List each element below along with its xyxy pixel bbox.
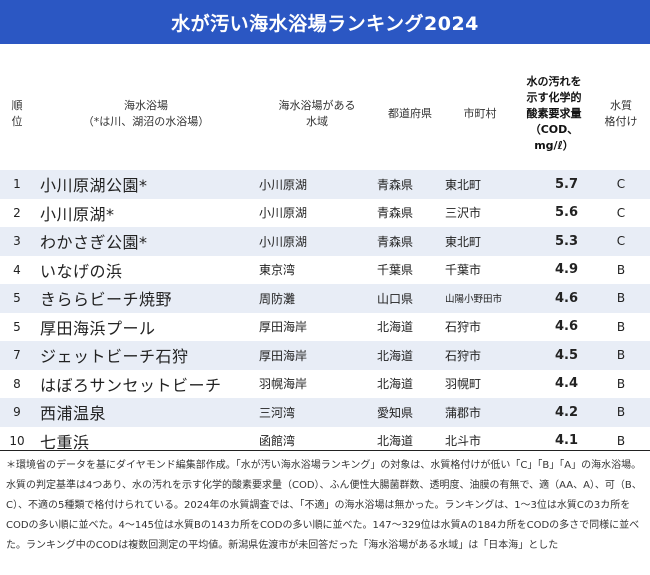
city-cell: 東北町 — [445, 177, 482, 192]
water-area-cell: 厚田海岸 — [259, 320, 308, 335]
prefecture-cell: 北海道 — [377, 377, 414, 392]
grade-cell: C — [616, 205, 626, 220]
table-row: 5 厚田海浜プール 厚田海岸 北海道 石狩市 4.6 B — [0, 312, 650, 341]
header-cod: 水の汚れを 示す化学的 酸素要求量 （COD、 mg/ℓ） — [526, 75, 582, 152]
table-row: 1 小川原湖公園* 小川原湖 青森県 東北町 5.7 C — [0, 170, 650, 199]
prefecture-cell: 青森県 — [377, 206, 414, 221]
city-cell: 蒲郡市 — [445, 405, 482, 420]
city-cell: 千葉市 — [445, 263, 482, 278]
city-cell: 石狩市 — [445, 320, 482, 335]
rank-cell: 5 — [13, 291, 21, 306]
prefecture-cell: 山口県 — [377, 291, 414, 306]
beach-name-cell: 厚田海浜プール — [40, 318, 156, 338]
city-cell: 東北町 — [445, 234, 482, 249]
grade-cell: B — [616, 433, 626, 448]
header-water-area: 海水浴場がある 水域 — [278, 99, 356, 128]
ranking-table: 順 位 海水浴場 （*は川、湖沼の水浴場） 海水浴場がある 水域 都道府県 市町… — [0, 58, 650, 455]
rank-cell: 4 — [13, 262, 21, 277]
city-cell: 北斗市 — [445, 434, 482, 449]
grade-cell: B — [616, 319, 626, 334]
grade-cell: B — [616, 376, 626, 391]
rank-cell: 9 — [13, 405, 21, 420]
city-cell: 山陽小野田市 — [445, 294, 503, 306]
header-rank: 順 位 — [11, 99, 23, 128]
header-grade: 水質 格付け — [604, 99, 638, 128]
header-prefecture: 都道府県 — [388, 107, 432, 120]
header-beach-name: 海水浴場 （*は川、湖沼の水浴場） — [82, 99, 210, 128]
water-area-cell: 小川原湖 — [259, 234, 308, 249]
rank-cell: 5 — [13, 319, 21, 334]
water-area-cell: 小川原湖 — [259, 177, 308, 192]
rank-cell: 8 — [13, 376, 21, 391]
water-area-cell: 厚田海岸 — [259, 348, 308, 363]
prefecture-cell: 千葉県 — [377, 263, 414, 278]
cod-cell: 4.1 — [554, 433, 578, 449]
beach-name-cell: わかさぎ公園* — [40, 233, 148, 253]
table-bottom-rule — [0, 450, 650, 451]
grade-cell: C — [616, 234, 626, 249]
cod-cell: 4.9 — [554, 262, 578, 278]
cod-cell: 4.6 — [554, 319, 578, 335]
beach-name-cell: ジェットビーチ石狩 — [40, 347, 189, 367]
rank-cell: 10 — [9, 433, 25, 448]
prefecture-cell: 北海道 — [377, 320, 414, 335]
cod-cell: 5.7 — [554, 176, 578, 192]
beach-name-cell: きららビーチ焼野 — [40, 290, 173, 310]
cod-cell: 5.6 — [554, 205, 578, 221]
beach-name-cell: 小川原湖公園* — [40, 176, 148, 196]
water-area-cell: 羽幌海岸 — [259, 377, 308, 392]
table-row: 7 ジェットビーチ石狩 厚田海岸 北海道 石狩市 4.5 B — [0, 341, 650, 370]
water-area-cell: 小川原湖 — [259, 206, 308, 221]
grade-cell: B — [616, 262, 626, 277]
beach-name-cell: 西浦温泉 — [40, 404, 107, 424]
grade-cell: B — [616, 291, 626, 306]
city-cell: 三沢市 — [445, 206, 482, 221]
table-row: 4 いなげの浜 東京湾 千葉県 千葉市 4.9 B — [0, 255, 650, 284]
prefecture-cell: 愛知県 — [377, 405, 414, 420]
beach-name-cell: 小川原湖* — [40, 204, 115, 224]
water-area-cell: 函館湾 — [259, 434, 296, 449]
cod-cell: 4.6 — [554, 290, 578, 306]
table-row: 8 はぼろサンセットビーチ 羽幌海岸 北海道 羽幌町 4.4 B — [0, 369, 650, 398]
table-row: 9 西浦温泉 三河湾 愛知県 蒲郡市 4.2 B — [0, 398, 650, 427]
header-row: 順 位 海水浴場 （*は川、湖沼の水浴場） 海水浴場がある 水域 都道府県 市町… — [0, 58, 650, 170]
cod-cell: 4.2 — [554, 404, 578, 420]
table-row: 2 小川原湖* 小川原湖 青森県 三沢市 5.6 C — [0, 198, 650, 227]
prefecture-cell: 北海道 — [377, 348, 414, 363]
cod-cell: 5.3 — [554, 233, 578, 249]
grade-cell: B — [616, 405, 626, 420]
cod-cell: 4.5 — [554, 347, 578, 363]
rank-cell: 7 — [13, 348, 21, 363]
rank-cell: 2 — [13, 205, 21, 220]
table-row: 5 きららビーチ焼野 周防灘 山口県 山陽小野田市 4.6 B — [0, 284, 650, 313]
rank-cell: 3 — [13, 234, 21, 249]
table-row: 3 わかさぎ公園* 小川原湖 青森県 東北町 5.3 C — [0, 227, 650, 256]
prefecture-cell: 青森県 — [377, 234, 414, 249]
page-title: 水が汚い海水浴場ランキング2024 — [0, 0, 650, 44]
prefecture-cell: 青森県 — [377, 177, 414, 192]
prefecture-cell: 北海道 — [377, 434, 414, 449]
footnote: ＊環境省のデータを基にダイヤモンド編集部作成。「水が汚い海水浴場ランキング」の対… — [6, 460, 642, 551]
city-cell: 羽幌町 — [445, 377, 482, 392]
water-area-cell: 東京湾 — [259, 263, 296, 278]
grade-cell: B — [616, 348, 626, 363]
header-city: 市町村 — [463, 107, 497, 120]
rank-cell: 1 — [13, 177, 21, 192]
city-cell: 石狩市 — [445, 348, 482, 363]
grade-cell: C — [616, 177, 626, 192]
beach-name-cell: 七重浜 — [40, 432, 90, 452]
water-area-cell: 周防灘 — [259, 291, 296, 306]
beach-name-cell: はぼろサンセットビーチ — [40, 375, 222, 395]
beach-name-cell: いなげの浜 — [40, 261, 123, 281]
cod-cell: 4.4 — [554, 376, 578, 392]
water-area-cell: 三河湾 — [259, 405, 296, 420]
